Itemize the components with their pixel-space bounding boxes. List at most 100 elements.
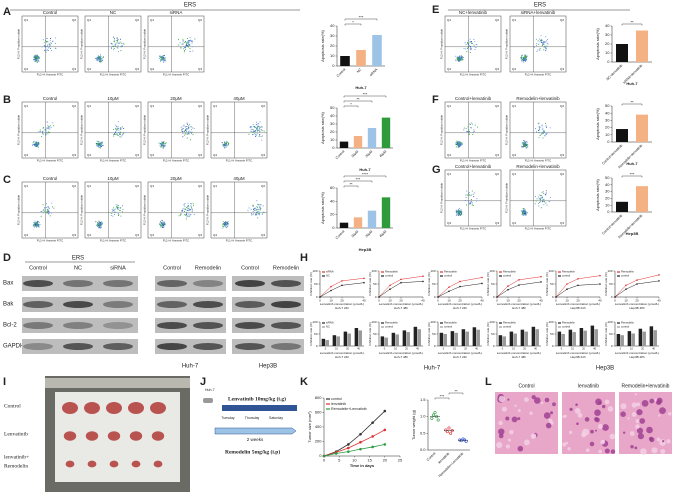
legend-label: siRNA: [326, 321, 334, 325]
y-tick-label: 30: [330, 33, 335, 38]
flow-event: [544, 46, 546, 48]
flow-event: [98, 226, 100, 228]
y-axis-label: Inhibition rate (%): [486, 272, 490, 296]
flow-event: [160, 60, 162, 62]
flow-event: [118, 127, 120, 129]
flow-event: [189, 209, 191, 211]
flow-event: [537, 123, 539, 125]
flow-event: [34, 222, 36, 224]
flow-event: [460, 55, 462, 57]
histology-cell: [598, 449, 603, 454]
flow-event: [258, 136, 260, 137]
flow-event: [38, 144, 40, 146]
flow-event: [537, 49, 539, 51]
flow-event: [457, 213, 459, 215]
y-tick-label: 50: [330, 105, 335, 110]
flow-event: [188, 41, 190, 43]
quadrant-label: Q3: [261, 153, 265, 157]
flow-event: [525, 56, 527, 58]
flow-event: [36, 226, 38, 228]
h-cell-label: Hep3B: [596, 366, 614, 372]
y-tick-label: 10: [605, 132, 610, 137]
quadrant-label: Q3: [135, 153, 139, 157]
quadrant-label: Q1: [24, 184, 28, 188]
flow-event: [97, 58, 99, 60]
flow-event: [37, 58, 39, 60]
flow-event: [47, 210, 49, 212]
flow-event: [473, 39, 475, 40]
flow-event: [36, 144, 38, 145]
flow-event: [523, 213, 525, 215]
legend-swatch: [322, 326, 325, 328]
chart-title: Hep3B 24h: [570, 306, 585, 310]
panel-letter: B: [3, 94, 11, 106]
flow-event: [158, 58, 160, 59]
flow-event: [100, 223, 102, 225]
flow-event: [123, 128, 125, 129]
flow-event: [115, 44, 117, 45]
flow-event: [545, 192, 547, 194]
flow-event: [159, 55, 161, 57]
flow-event: [256, 127, 258, 128]
flow-event: [257, 203, 259, 205]
bar: [380, 336, 385, 346]
y-tick-label: 10: [330, 137, 335, 142]
histology-cell: [505, 416, 510, 421]
legend-label: control: [621, 274, 629, 278]
flow-event: [542, 191, 544, 193]
quadrant-label: Q2: [135, 184, 139, 188]
flow-event: [224, 225, 225, 226]
flow-frame: [210, 181, 268, 239]
flow-event: [53, 125, 55, 127]
flow-event: [97, 225, 99, 227]
flow-event: [457, 146, 459, 147]
flow-event: [122, 205, 123, 207]
flow-event: [542, 45, 543, 46]
flow-event: [37, 225, 39, 227]
flow-event: [98, 220, 100, 222]
flow-title: Remodelin+lenvatinib: [516, 96, 560, 101]
legend-swatch: [499, 326, 502, 328]
flow-event: [101, 144, 102, 146]
flow-xlabel: FL1-H: Annexin FITC: [525, 73, 551, 77]
flow-event: [248, 133, 250, 135]
flow-event: [521, 55, 522, 57]
flow-xlabel: FL1-H: Annexin FITC: [525, 227, 551, 231]
flow-event: [100, 222, 102, 224]
flow-event: [459, 143, 461, 145]
flow-event: [546, 133, 548, 134]
flow-event: [113, 36, 115, 38]
flow-event: [527, 212, 529, 214]
flow-event: [49, 44, 51, 46]
flow-event: [113, 134, 115, 136]
x-axis-label: Hep3B: [359, 247, 372, 252]
histology-cell: [543, 412, 551, 419]
flow-event: [255, 135, 257, 137]
flow-event: [523, 209, 524, 211]
flow-event: [545, 133, 547, 135]
flow-event: [475, 43, 477, 45]
y-tick-label: 400: [315, 424, 322, 429]
flow-event: [541, 42, 543, 44]
flow-event: [540, 199, 541, 201]
bar: [343, 331, 348, 346]
bar: [572, 332, 576, 346]
series-point: [481, 282, 483, 285]
flow-event: [162, 145, 164, 147]
legend-label: control: [503, 274, 511, 278]
significance-bracket: [343, 175, 387, 178]
schedule-drug2: Remodelin 5mg/kg (i.p): [225, 448, 280, 455]
flow-event: [467, 131, 469, 133]
bar: [616, 44, 628, 62]
flow-xlabel: FL1-H: Annexin FITC: [37, 159, 63, 163]
series-point: [359, 447, 362, 451]
flow-event: [459, 213, 460, 215]
flow-event: [460, 59, 462, 61]
bar: [636, 114, 648, 142]
flow-event: [257, 210, 259, 212]
y-tick-label: 30: [605, 117, 610, 122]
flow-event: [42, 39, 44, 41]
flow-xlabel: FL1-H: Annexin FITC: [163, 73, 189, 77]
legend-label: control: [385, 325, 393, 329]
flow-event: [35, 145, 36, 147]
